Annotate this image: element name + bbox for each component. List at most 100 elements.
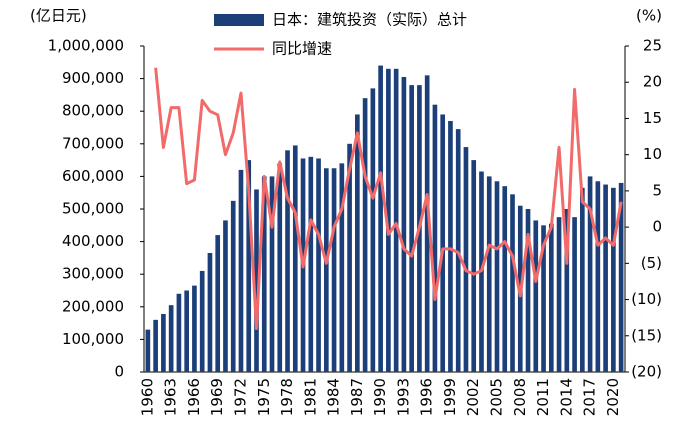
y2-tick-label: 15 (643, 109, 662, 127)
bar (308, 156, 314, 372)
x-tick-label: 1972 (231, 378, 249, 416)
y-tick-label: 600,000 (62, 167, 124, 185)
y-tick-label: 0 (114, 363, 124, 381)
bar (223, 220, 228, 372)
bar (541, 225, 546, 372)
bar (277, 163, 283, 372)
bar (261, 176, 267, 372)
bar (486, 176, 492, 372)
bar (564, 209, 570, 372)
x-tick-label: 1999 (441, 378, 459, 416)
x-tick-label: 2020 (604, 378, 622, 416)
bar (246, 160, 252, 372)
bar (347, 143, 352, 372)
y2-tick-label: 0 (652, 218, 662, 236)
bar (556, 217, 562, 372)
bar (323, 168, 329, 372)
x-tick-label: 1993 (394, 378, 412, 416)
bar (215, 235, 221, 372)
x-tick-label: 2017 (581, 378, 599, 416)
bar (238, 169, 244, 372)
x-tick-label: 1963 (162, 378, 180, 416)
x-tick-label: 1978 (278, 378, 296, 416)
x-tick-label: 1987 (348, 378, 366, 416)
x-tick-label: 1966 (185, 378, 203, 416)
bar (448, 120, 453, 372)
bar (370, 88, 376, 372)
bar (611, 187, 616, 372)
bar (230, 200, 236, 372)
bar (254, 189, 259, 372)
bar (393, 68, 399, 372)
x-tick-label: 1969 (208, 378, 226, 416)
x-tick-label: 1990 (371, 378, 389, 416)
bar (463, 147, 469, 372)
y2-tick-label: (15) (631, 326, 662, 344)
bar (548, 223, 554, 372)
bar (355, 114, 360, 373)
bar (440, 114, 446, 373)
bar (471, 160, 477, 372)
bar (316, 158, 321, 372)
bar (603, 184, 608, 372)
y-tick-label: 200,000 (62, 297, 124, 315)
bar (432, 104, 438, 373)
bar (494, 181, 500, 372)
legend-label: 同比增速 (272, 40, 332, 58)
bar (207, 253, 213, 372)
y2-tick-label: (5) (641, 254, 662, 272)
bar (455, 129, 461, 372)
x-tick-label: 2005 (487, 378, 505, 416)
bar (362, 98, 368, 372)
bar (510, 194, 515, 372)
x-tick-label: 1981 (301, 378, 319, 416)
bar (339, 163, 345, 372)
bar (199, 270, 205, 372)
y-tick-label: 400,000 (62, 232, 124, 250)
x-tick-label: 2011 (534, 378, 552, 416)
y2-tick-label: (10) (631, 290, 662, 308)
bar (572, 217, 577, 372)
bar (145, 329, 151, 372)
y2-axis-title: (%) (636, 7, 662, 25)
bar (331, 168, 337, 372)
legend-swatch (214, 14, 264, 26)
bar (533, 220, 539, 372)
x-tick-label: 2008 (511, 378, 529, 416)
bar (580, 187, 585, 372)
bar (176, 293, 182, 372)
y2-tick-label: 10 (643, 145, 662, 163)
x-tick-label: 1975 (255, 378, 273, 416)
bar (587, 176, 593, 372)
x-tick-label: 1984 (325, 378, 343, 416)
bar (409, 85, 414, 373)
bar (153, 319, 158, 372)
legend-label: 日本：建筑投资（实际）总计 (272, 11, 467, 29)
bar (401, 76, 407, 372)
y-axis-title: (亿日元) (30, 7, 87, 25)
bar (525, 209, 531, 372)
bar (184, 290, 189, 372)
y-tick-label: 900,000 (62, 69, 124, 87)
y2-tick-label: 25 (643, 37, 662, 55)
bar (595, 181, 601, 372)
y-tick-label: 800,000 (62, 102, 124, 120)
bar (285, 150, 290, 372)
bar (161, 313, 166, 372)
y-tick-label: 1,000,000 (48, 37, 124, 55)
y2-tick-label: (20) (631, 363, 662, 381)
x-tick-label: 2002 (464, 378, 482, 416)
y2-tick-label: 5 (652, 181, 662, 199)
bar (269, 176, 275, 372)
y-tick-label: 500,000 (62, 200, 124, 218)
bar (424, 75, 430, 372)
y-tick-label: 300,000 (62, 265, 124, 283)
bar (386, 68, 391, 372)
x-tick-label: 1996 (418, 378, 436, 416)
x-tick-label: 1960 (138, 378, 156, 416)
bar (192, 285, 197, 372)
y-tick-label: 700,000 (62, 134, 124, 152)
y-tick-label: 100,000 (62, 330, 124, 348)
